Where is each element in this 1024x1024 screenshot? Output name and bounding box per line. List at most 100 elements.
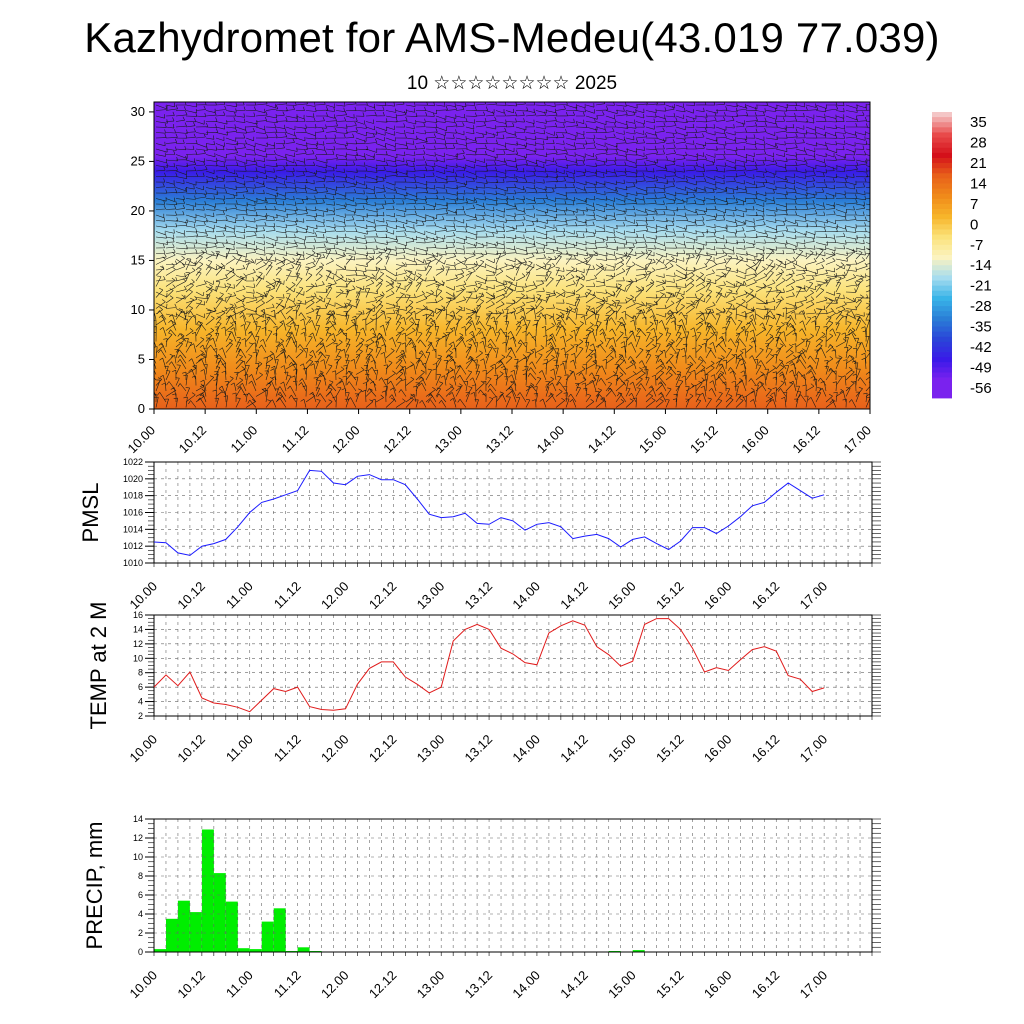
series-line <box>153 618 825 713</box>
x-tick-label: 11.12 <box>271 968 304 1001</box>
y-tick-label: 1020 <box>123 474 143 484</box>
y-tick-label: 25 <box>131 153 145 168</box>
colorbar-cell <box>932 316 952 322</box>
precip-bar <box>166 918 178 953</box>
colorbar-cell <box>932 173 952 179</box>
colorbar-cell <box>932 239 952 246</box>
colorbar-cell <box>932 270 952 276</box>
y-tick-label: 0 <box>138 947 143 957</box>
y-tick-label: 1012 <box>123 541 143 551</box>
colorbar-cell <box>932 168 952 174</box>
colorbar-cell <box>932 392 952 399</box>
colorbar-label: -35 <box>970 319 992 336</box>
wind-barbs <box>154 102 870 408</box>
colorbar-cell <box>932 117 952 123</box>
colorbar-label: 14 <box>970 176 987 193</box>
colorbar-cell <box>932 147 952 154</box>
x-tick-label: 16.00 <box>701 968 735 1002</box>
colorbar-cell <box>932 290 952 297</box>
colorbar-label: -42 <box>970 339 992 356</box>
colorbar-cell <box>932 229 952 235</box>
colorbar-cell <box>932 367 952 373</box>
y-tick-label: 30 <box>131 104 145 119</box>
y-tick-label: 8 <box>138 668 143 678</box>
x-tick-label: 15.00 <box>605 968 639 1002</box>
y-tick-label: 20 <box>131 203 145 218</box>
y-tick-label: 10 <box>133 852 143 862</box>
colorbar-cell <box>932 295 952 302</box>
y-tick-label: 16 <box>133 610 143 620</box>
y-tick-label: 12 <box>133 833 143 843</box>
y-tick-label: 6 <box>138 682 143 692</box>
x-tick-label: 12.12 <box>366 968 400 1002</box>
colorbar-cell <box>932 193 952 200</box>
y-tick-label: 2 <box>138 928 143 938</box>
precip-bar <box>273 908 286 952</box>
colorbar-cell <box>932 331 952 338</box>
colorbar-cell <box>932 157 952 164</box>
colorbar-cell <box>932 244 952 251</box>
colorbar-cell <box>932 178 952 184</box>
x-tick-label: 17.00 <box>797 968 831 1002</box>
colorbar-cell <box>932 346 952 353</box>
colorbar-label: 0 <box>970 216 978 233</box>
colorbar-cell <box>932 321 952 327</box>
y-tick-label: 8 <box>138 871 143 881</box>
colorbar-label: -28 <box>970 298 992 315</box>
colorbar-cell <box>932 260 952 266</box>
page-subtitle: 10 ☆☆☆☆☆☆☆☆ 2025 <box>406 73 618 94</box>
colorbar-label: -56 <box>970 380 992 397</box>
series-line <box>153 469 825 556</box>
y-tick-label: 12 <box>133 639 143 649</box>
y-tick-label: 5 <box>138 351 145 366</box>
y-tick-label: 10 <box>133 653 143 663</box>
colorbar-cell <box>932 152 952 159</box>
grid <box>154 819 872 952</box>
precip-bar <box>154 949 166 952</box>
y-tick-label: 15 <box>131 252 145 267</box>
colorbar-cell <box>932 300 952 307</box>
colorbar-cell <box>932 112 952 118</box>
colorbar-cell <box>932 306 952 312</box>
colorbar-label: -49 <box>970 359 992 376</box>
colorbar-cell <box>932 122 952 128</box>
y-tick-label: 14 <box>133 814 143 824</box>
colorbar-cell <box>932 214 952 220</box>
x-tick-label: 13.00 <box>414 968 448 1002</box>
precip-bar <box>237 948 250 952</box>
colorbar-cell <box>932 265 952 271</box>
colorbar-cell <box>932 387 952 394</box>
y-tick-label: 1018 <box>123 491 143 501</box>
precip-bar <box>249 949 262 952</box>
colorbar-cell <box>932 275 952 281</box>
y-tick-label: 4 <box>138 909 143 919</box>
colorbar-cell <box>932 280 952 287</box>
colorbar-cell <box>932 352 952 358</box>
colorbar-label: -14 <box>970 257 992 274</box>
colorbar-cell <box>932 127 952 133</box>
colorbar-cell <box>932 249 952 256</box>
precip-bar <box>189 912 202 952</box>
y-tick-label: 0 <box>138 401 145 416</box>
colorbar-cell <box>932 357 952 363</box>
colorbar-label: -7 <box>970 237 983 254</box>
colorbar-label: -21 <box>970 278 992 295</box>
colorbar-cell <box>932 234 952 241</box>
colorbar-cell <box>932 137 952 144</box>
colorbar-cell <box>932 203 952 210</box>
y-tick-label: 1016 <box>123 508 143 518</box>
colorbar-cell <box>932 377 952 384</box>
x-tick-label: 11.00 <box>223 968 256 1001</box>
colorbar-label: 21 <box>970 155 987 172</box>
x-tick-label: 15.12 <box>653 968 687 1002</box>
x-tick-label: 10.12 <box>174 968 208 1002</box>
colorbar-cell <box>932 326 952 333</box>
x-tick-label: 14.12 <box>557 968 591 1002</box>
precip-bar <box>632 950 645 952</box>
colorbar-label: 28 <box>970 135 987 152</box>
y-tick-label: 1010 <box>123 558 143 568</box>
precip-bar <box>297 947 310 953</box>
